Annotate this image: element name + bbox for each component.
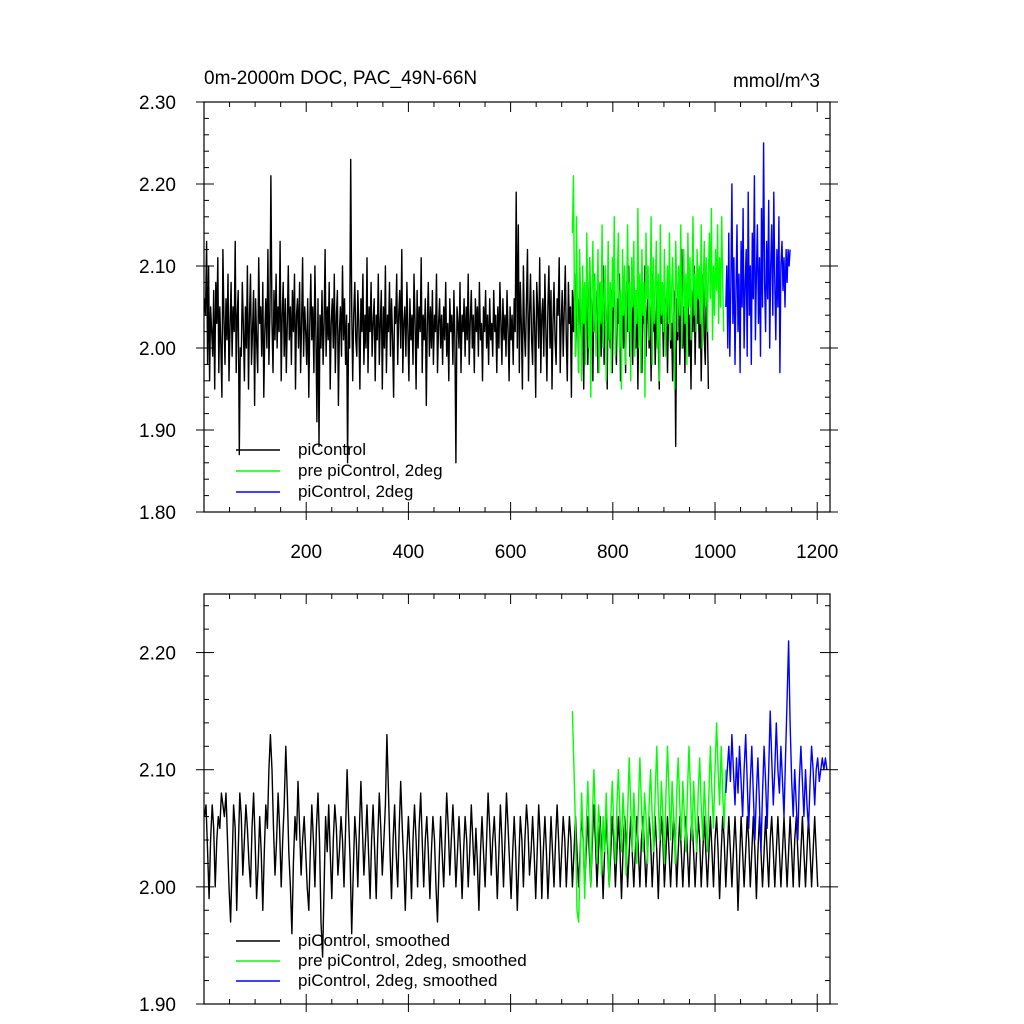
y-tick-label: 2.20	[139, 175, 176, 196]
series-line-1	[571, 175, 725, 398]
legend-label-1: pre piControl, 2deg, smoothed	[298, 951, 527, 970]
x-tick-label: 600	[495, 542, 527, 563]
y-tick-label: 1.80	[139, 503, 176, 524]
y-tick-label: 1.90	[139, 995, 176, 1016]
y-tick-label: 2.30	[139, 93, 176, 114]
top-panel-axes: 200 400 600 800 1000 1200 1.80 1.90 2.00 2.10 2.20…	[139, 93, 838, 563]
x-tick-label: 1200	[796, 542, 838, 563]
y-tick-label: 2.10	[139, 761, 176, 782]
series-line-2	[725, 640, 828, 853]
y-tick-label: 2.10	[139, 257, 176, 278]
x-tick-label: 200	[290, 542, 322, 563]
x-tick-label: 400	[393, 542, 425, 563]
bottom-panel-axes: 1.90 2.00 2.10 2.20	[139, 594, 838, 1016]
bottom-panel-frame	[203, 593, 831, 1005]
y-tick-label: 1.90	[139, 421, 176, 442]
y-tick-label: 2.20	[139, 644, 176, 665]
legend-label-0: piControl	[298, 440, 366, 459]
bottom-panel-series	[203, 640, 828, 958]
bottom-panel: 1.90 2.00 2.10 2.20 piControl, smoothedpre …	[139, 593, 838, 1016]
legend-label-2: piControl, 2deg	[298, 482, 413, 501]
series-line-2	[725, 142, 791, 374]
legend-label-0: piControl, smoothed	[298, 931, 450, 950]
series-line-0	[203, 158, 710, 464]
y-tick-label: 2.00	[139, 339, 176, 360]
top-panel-title: 0m-2000m DOC, PAC_49N-66N	[204, 68, 477, 89]
top-panel: 0m-2000m DOC, PAC_49N-66N mmol/m^3 200 40…	[139, 68, 838, 563]
top-panel-legend: piControl pre piControl, 2deg piControl, 2…	[236, 440, 443, 501]
x-tick-label: 1000	[694, 542, 736, 563]
top-panel-frame	[203, 101, 831, 513]
top-panel-series	[203, 142, 791, 464]
top-panel-units: mmol/m^3	[733, 71, 820, 92]
legend-label-1: pre piControl, 2deg	[298, 461, 443, 480]
series-line-1	[571, 711, 727, 923]
x-tick-label: 800	[597, 542, 629, 563]
series-line-0	[203, 733, 819, 958]
y-tick-label: 2.00	[139, 878, 176, 899]
legend-label-2: piControl, 2deg, smoothed	[298, 971, 497, 990]
